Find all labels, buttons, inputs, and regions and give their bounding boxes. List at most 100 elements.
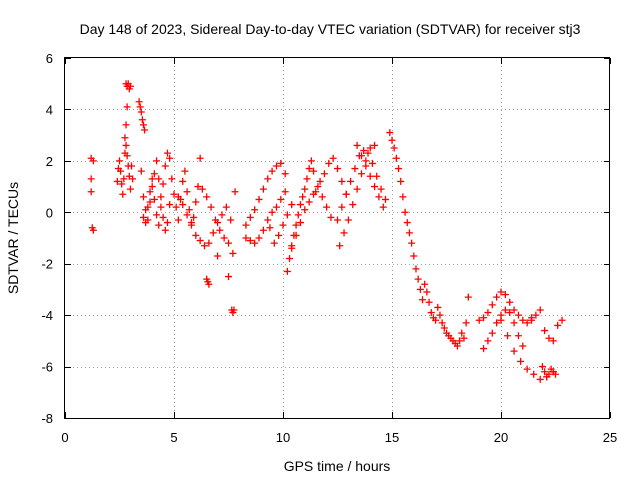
data-point — [464, 293, 472, 301]
data-point — [268, 167, 276, 175]
x-tick-label: 0 — [61, 430, 68, 445]
data-point — [229, 249, 237, 257]
data-point — [170, 190, 178, 198]
data-point — [416, 285, 424, 293]
data-point — [336, 242, 344, 250]
data-point — [497, 316, 505, 324]
data-point — [146, 188, 154, 196]
data-point — [423, 288, 431, 296]
data-point — [340, 229, 348, 237]
x-tick-label: 10 — [276, 430, 290, 445]
data-point — [357, 152, 365, 160]
data-point — [501, 306, 509, 314]
data-point — [123, 152, 131, 160]
data-point — [222, 203, 230, 211]
data-point — [246, 237, 254, 245]
data-point — [187, 219, 195, 227]
data-point — [123, 103, 131, 111]
data-point — [301, 206, 309, 214]
data-point — [126, 82, 134, 90]
data-point — [231, 188, 239, 196]
data-point — [371, 183, 379, 191]
data-point — [436, 311, 444, 319]
data-point — [506, 298, 514, 306]
data-point — [168, 175, 176, 183]
data-point — [119, 190, 127, 198]
data-point — [136, 103, 144, 111]
data-point — [255, 195, 263, 203]
data-point — [310, 167, 318, 175]
data-point — [272, 203, 280, 211]
data-point — [163, 219, 171, 227]
data-point — [462, 319, 470, 327]
data-point — [87, 175, 95, 183]
data-point — [155, 221, 163, 229]
data-point — [129, 175, 137, 183]
data-point — [519, 316, 527, 324]
data-point — [174, 193, 182, 201]
data-point — [218, 211, 226, 219]
data-layer — [87, 80, 566, 383]
data-point — [506, 309, 514, 317]
data-point — [161, 162, 169, 170]
data-point — [334, 165, 341, 173]
data-point — [344, 216, 352, 224]
y-tick-label: 0 — [46, 205, 53, 220]
data-point — [251, 239, 259, 247]
data-point — [205, 280, 213, 288]
data-point — [364, 149, 372, 157]
data-point — [353, 141, 361, 149]
x-axis-label: GPS time / hours — [284, 458, 391, 474]
data-point — [172, 203, 180, 211]
data-point — [532, 311, 540, 319]
data-point — [381, 195, 389, 203]
data-point — [259, 226, 267, 234]
data-point — [438, 319, 446, 327]
y-tick-label: 4 — [46, 102, 53, 117]
data-point — [541, 368, 549, 376]
data-point — [153, 157, 161, 165]
data-point — [353, 185, 361, 193]
data-point — [157, 203, 165, 211]
data-point — [183, 188, 191, 196]
data-point — [294, 211, 302, 219]
data-point — [127, 162, 135, 170]
data-point — [159, 180, 167, 188]
data-point — [292, 221, 300, 229]
data-point — [523, 319, 531, 327]
data-point — [410, 252, 418, 260]
data-point — [530, 370, 538, 378]
data-point — [545, 334, 553, 342]
data-point — [179, 177, 187, 185]
data-point — [120, 175, 128, 183]
data-point — [117, 167, 125, 175]
data-point — [89, 226, 97, 234]
data-point — [201, 242, 209, 250]
data-point — [307, 157, 315, 165]
data-point — [305, 198, 313, 206]
data-point — [281, 170, 289, 178]
data-point — [305, 165, 313, 173]
data-point — [139, 121, 147, 129]
data-point — [421, 280, 429, 288]
data-point — [192, 231, 200, 239]
data-point — [192, 198, 200, 206]
y-tick-label: -2 — [41, 257, 53, 272]
data-point — [268, 208, 276, 216]
data-point — [139, 213, 147, 221]
data-point — [434, 303, 442, 311]
data-point — [183, 211, 191, 219]
y-tick-label: 6 — [46, 51, 53, 66]
data-point — [360, 147, 368, 155]
data-point — [325, 159, 333, 167]
data-point — [179, 201, 187, 209]
data-point — [288, 244, 296, 252]
data-point — [174, 216, 182, 224]
data-point — [501, 291, 509, 299]
data-point — [386, 129, 394, 137]
data-point — [155, 175, 163, 183]
data-point — [371, 141, 379, 149]
chart-title: Day 148 of 2023, Sidereal Day-to-day VTE… — [80, 21, 581, 37]
plot-frame — [64, 57, 610, 419]
